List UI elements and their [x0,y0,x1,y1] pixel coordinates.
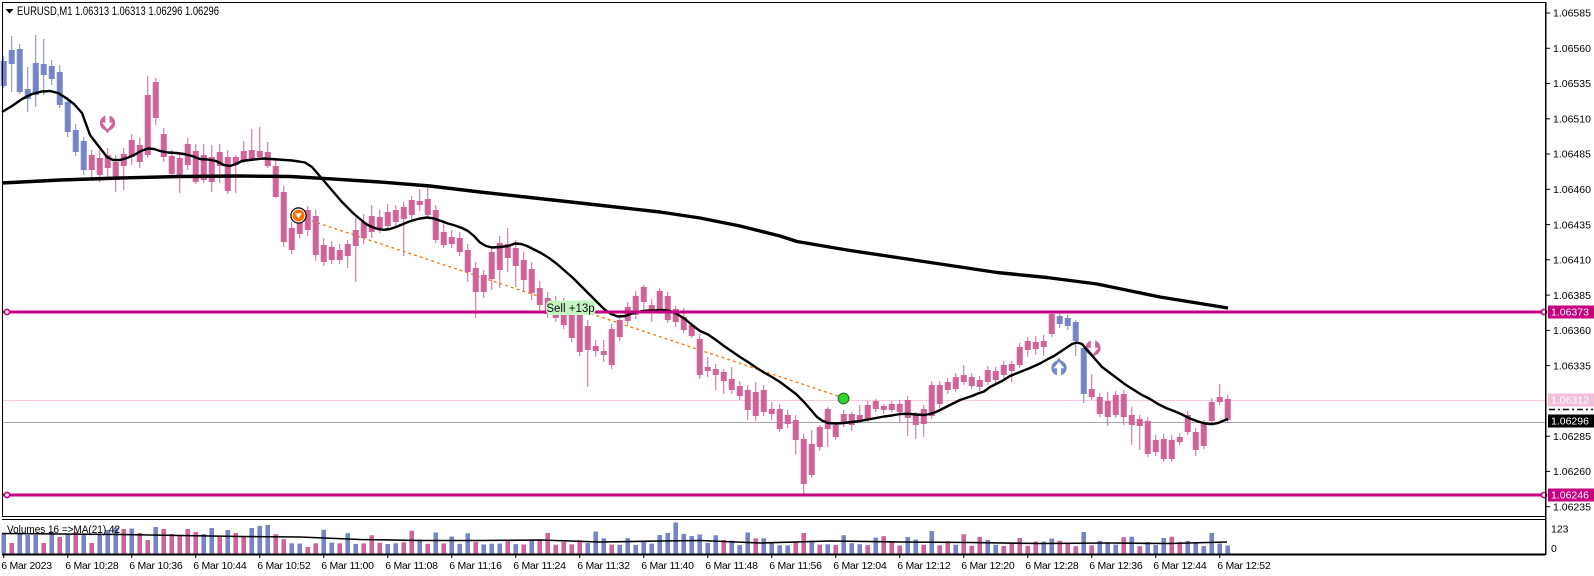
svg-text:1.06485: 1.06485 [1553,149,1591,161]
svg-text:1.06235: 1.06235 [1553,501,1591,513]
svg-text:1.06373: 1.06373 [1551,307,1589,319]
svg-text:6 Mar 10:44: 6 Mar 10:44 [193,560,247,572]
svg-text:6 Mar 10:28: 6 Mar 10:28 [65,560,119,572]
svg-text:123: 123 [1551,524,1569,536]
svg-text:1.06260: 1.06260 [1553,466,1591,478]
svg-text:6 Mar 12:20: 6 Mar 12:20 [961,560,1015,572]
svg-text:1.06360: 1.06360 [1553,325,1591,337]
svg-text:6 Mar 11:16: 6 Mar 11:16 [449,560,502,572]
svg-text:Sell +13p: Sell +13p [546,303,594,315]
svg-text:6 Mar 10:36: 6 Mar 10:36 [129,560,183,572]
svg-text:0: 0 [1551,543,1557,555]
svg-text:1.06535: 1.06535 [1553,78,1591,90]
svg-text:1.06335: 1.06335 [1553,360,1591,372]
svg-text:1.06560: 1.06560 [1553,43,1591,55]
svg-text:6 Mar 11:48: 6 Mar 11:48 [705,560,758,572]
svg-text:1.06510: 1.06510 [1553,114,1591,126]
svg-text:1.06585: 1.06585 [1553,8,1591,20]
svg-text:1.06285: 1.06285 [1553,431,1591,443]
svg-text:6 Mar 12:12: 6 Mar 12:12 [897,560,951,572]
svg-text:6 Mar 11:56: 6 Mar 11:56 [769,560,822,572]
svg-text:1.06410: 1.06410 [1553,255,1591,267]
svg-text:6 Mar 10:52: 6 Mar 10:52 [257,560,311,572]
svg-text:6 Mar 11:00: 6 Mar 11:00 [321,560,374,572]
svg-text:6 Mar 11:40: 6 Mar 11:40 [641,560,694,572]
svg-text:1.06296: 1.06296 [1551,416,1589,428]
svg-text:1.06435: 1.06435 [1553,219,1591,231]
svg-text:Volumes 16 =>MA(21) 42: Volumes 16 =>MA(21) 42 [7,524,120,536]
svg-text:6 Mar 11:32: 6 Mar 11:32 [577,560,630,572]
svg-text:EURUSD,M1 1.06313 1.06313 1.0: EURUSD,M1 1.06313 1.06313 1.06296 1.0629… [17,4,219,18]
svg-text:1.06312: 1.06312 [1551,395,1589,407]
svg-text:6 Mar 12:04: 6 Mar 12:04 [833,560,887,572]
svg-text:6 Mar 11:08: 6 Mar 11:08 [385,560,438,572]
svg-text:6 Mar 2023: 6 Mar 2023 [1,560,52,572]
svg-text:1.06460: 1.06460 [1553,184,1591,196]
svg-text:1.06385: 1.06385 [1553,290,1591,302]
svg-text:6 Mar 12:44: 6 Mar 12:44 [1153,560,1207,572]
svg-text:6 Mar 12:52: 6 Mar 12:52 [1217,560,1271,572]
svg-text:6 Mar 12:36: 6 Mar 12:36 [1089,560,1143,572]
svg-text:6 Mar 12:28: 6 Mar 12:28 [1025,560,1079,572]
svg-text:1.06246: 1.06246 [1551,490,1589,502]
svg-text:6 Mar 11:24: 6 Mar 11:24 [513,560,566,572]
